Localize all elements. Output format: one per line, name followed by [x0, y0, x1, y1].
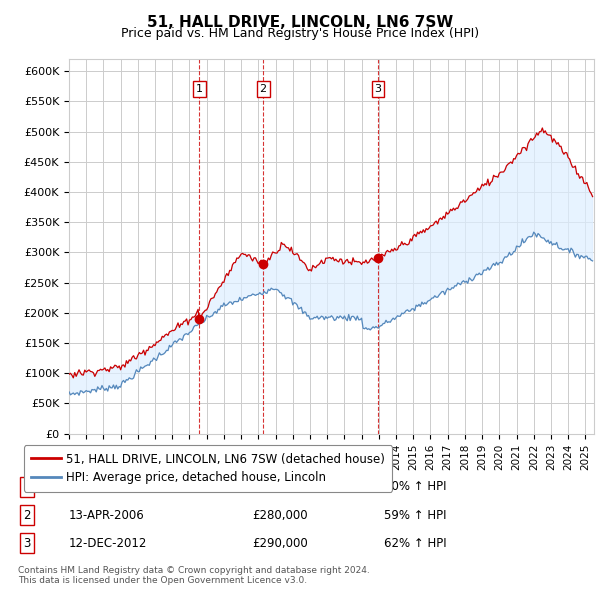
Text: 1: 1 [196, 84, 203, 94]
Text: 59% ↑ HPI: 59% ↑ HPI [384, 509, 446, 522]
Text: 2: 2 [23, 509, 31, 522]
Text: 1: 1 [23, 480, 31, 493]
Text: 3: 3 [374, 84, 382, 94]
Text: £280,000: £280,000 [252, 509, 308, 522]
Text: 3: 3 [23, 537, 31, 550]
Legend: 51, HALL DRIVE, LINCOLN, LN6 7SW (detached house), HPI: Average price, detached : 51, HALL DRIVE, LINCOLN, LN6 7SW (detach… [24, 445, 392, 491]
Text: This data is licensed under the Open Government Licence v3.0.: This data is licensed under the Open Gov… [18, 576, 307, 585]
Text: £190,000: £190,000 [252, 480, 308, 493]
Text: 05-JUL-2002: 05-JUL-2002 [69, 480, 141, 493]
Text: 70% ↑ HPI: 70% ↑ HPI [384, 480, 446, 493]
Text: 12-DEC-2012: 12-DEC-2012 [69, 537, 148, 550]
Text: £290,000: £290,000 [252, 537, 308, 550]
Text: Price paid vs. HM Land Registry's House Price Index (HPI): Price paid vs. HM Land Registry's House … [121, 27, 479, 40]
Text: 62% ↑ HPI: 62% ↑ HPI [384, 537, 446, 550]
Text: 51, HALL DRIVE, LINCOLN, LN6 7SW: 51, HALL DRIVE, LINCOLN, LN6 7SW [147, 15, 453, 30]
Text: 13-APR-2006: 13-APR-2006 [69, 509, 145, 522]
Text: 2: 2 [260, 84, 267, 94]
Text: Contains HM Land Registry data © Crown copyright and database right 2024.: Contains HM Land Registry data © Crown c… [18, 566, 370, 575]
